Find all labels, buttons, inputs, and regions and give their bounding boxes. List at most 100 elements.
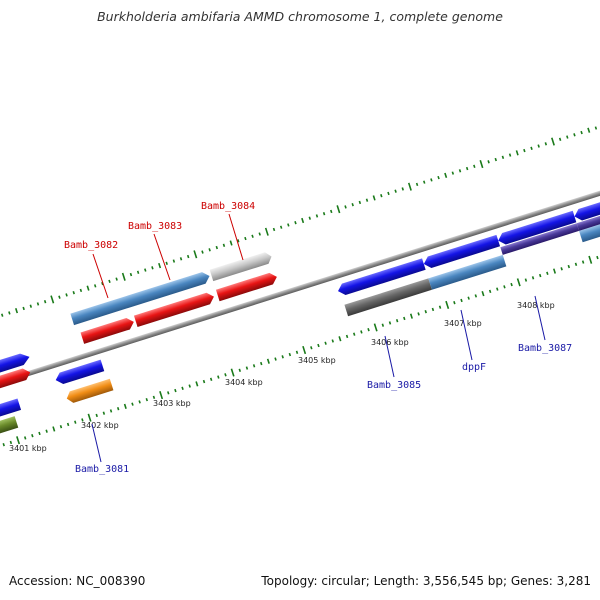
tick-mark [23, 436, 27, 440]
tick-mark [295, 350, 299, 354]
tick-mark [551, 137, 555, 146]
tick-mark [93, 284, 97, 288]
tick-mark [138, 400, 141, 404]
tick-mark [245, 366, 249, 370]
tick-mark [524, 278, 528, 282]
tick-mark [351, 203, 354, 207]
tick-mark [331, 339, 334, 343]
tick-mark [358, 200, 362, 205]
tick-mark [16, 436, 21, 445]
tick-mark [193, 250, 198, 259]
tick-mark [496, 287, 499, 291]
genome-backbone [0, 175, 600, 397]
tick-mark [423, 180, 426, 184]
tick-label: 3408 kbp [517, 301, 555, 310]
tick-mark [29, 304, 33, 308]
tick-label: 3401 kbp [9, 444, 47, 453]
tick-mark [238, 368, 241, 372]
tick-mark [86, 285, 90, 291]
tick-mark [260, 361, 263, 366]
tick-mark [258, 232, 261, 236]
tick-mark [437, 175, 440, 180]
gene-arrow [574, 186, 600, 221]
tick-mark [488, 289, 492, 294]
tick-mark [165, 261, 168, 265]
tick-mark [567, 264, 571, 269]
genome-track [0, 126, 600, 447]
leader-line [153, 233, 171, 281]
tick-mark [208, 248, 211, 252]
tick-mark [465, 166, 469, 171]
gene-arrow [338, 258, 426, 296]
tick-mark [310, 346, 313, 350]
gene-arrow [209, 252, 272, 282]
tick-mark [381, 323, 385, 327]
gene-label-bamb-3087: Bamb_3087 [518, 343, 572, 354]
tick-mark [558, 137, 562, 141]
leader-line [91, 423, 102, 463]
tick-label: 3406 kbp [371, 338, 409, 347]
tick-mark [438, 305, 442, 309]
tick-mark [38, 431, 41, 436]
tick-mark [566, 135, 569, 139]
tick-mark [237, 239, 240, 243]
tick-mark [145, 397, 149, 402]
gene-arrow [576, 198, 600, 231]
gene-arrow [0, 368, 31, 400]
tick-label: 3403 kbp [153, 399, 191, 408]
gene-arrow [498, 210, 577, 245]
tick-mark [129, 272, 133, 277]
tick-mark [202, 379, 206, 384]
leader-line [460, 309, 473, 361]
tick-mark [95, 413, 98, 418]
label-leaders [91, 213, 546, 463]
summary-text: Topology: circular; Length: 3,556,545 bp… [261, 574, 591, 588]
tick-label: 3407 kbp [444, 319, 482, 328]
tick-mark [444, 172, 448, 178]
tick-mark [574, 262, 578, 266]
tick-mark [167, 391, 170, 395]
tick-mark [59, 425, 63, 429]
tick-mark [481, 291, 485, 297]
tick-mark [594, 126, 598, 130]
tick-mark [58, 295, 61, 299]
tick-mark [373, 323, 378, 332]
tick-mark [294, 221, 297, 225]
gene-arrow [70, 272, 210, 326]
leader-line [92, 253, 109, 299]
tick-mark [81, 418, 84, 422]
tick-mark [538, 273, 542, 278]
tick-mark [430, 178, 433, 182]
tick-mark [186, 254, 190, 259]
tick-mark [274, 357, 277, 361]
tick-mark [45, 429, 48, 433]
tick-mark [395, 319, 399, 323]
gene-arrow [133, 292, 214, 328]
tick-mark [453, 300, 456, 305]
gene-arrow [344, 278, 432, 317]
tick-mark [121, 272, 126, 281]
tick-mark [181, 386, 184, 391]
tick-mark [353, 332, 356, 336]
gene-label-bamb-3083: Bamb_3083 [128, 221, 182, 232]
gene-arrow [0, 353, 30, 386]
tick-mark [50, 295, 55, 304]
gene-arrow [579, 206, 600, 243]
tick-mark [516, 278, 521, 287]
tick-mark [287, 223, 290, 227]
tick-mark [345, 334, 349, 339]
gene-arrow [0, 398, 22, 426]
tick-mark [531, 276, 535, 280]
map-title: Burkholderia ambifaria AMMD chromosome 1… [97, 9, 503, 24]
tick-label: 3402 kbp [81, 421, 119, 430]
tick-mark [338, 336, 342, 342]
tick-mark [151, 266, 154, 270]
tick-mark [215, 245, 219, 250]
tick-mark [65, 293, 68, 297]
tick-mark [244, 236, 247, 241]
tick-mark [230, 368, 235, 377]
tick-mark [596, 255, 599, 260]
tick-mark [136, 270, 140, 275]
gene-label-bamb-3085: Bamb_3085 [367, 380, 421, 391]
tick-mark [479, 160, 484, 169]
